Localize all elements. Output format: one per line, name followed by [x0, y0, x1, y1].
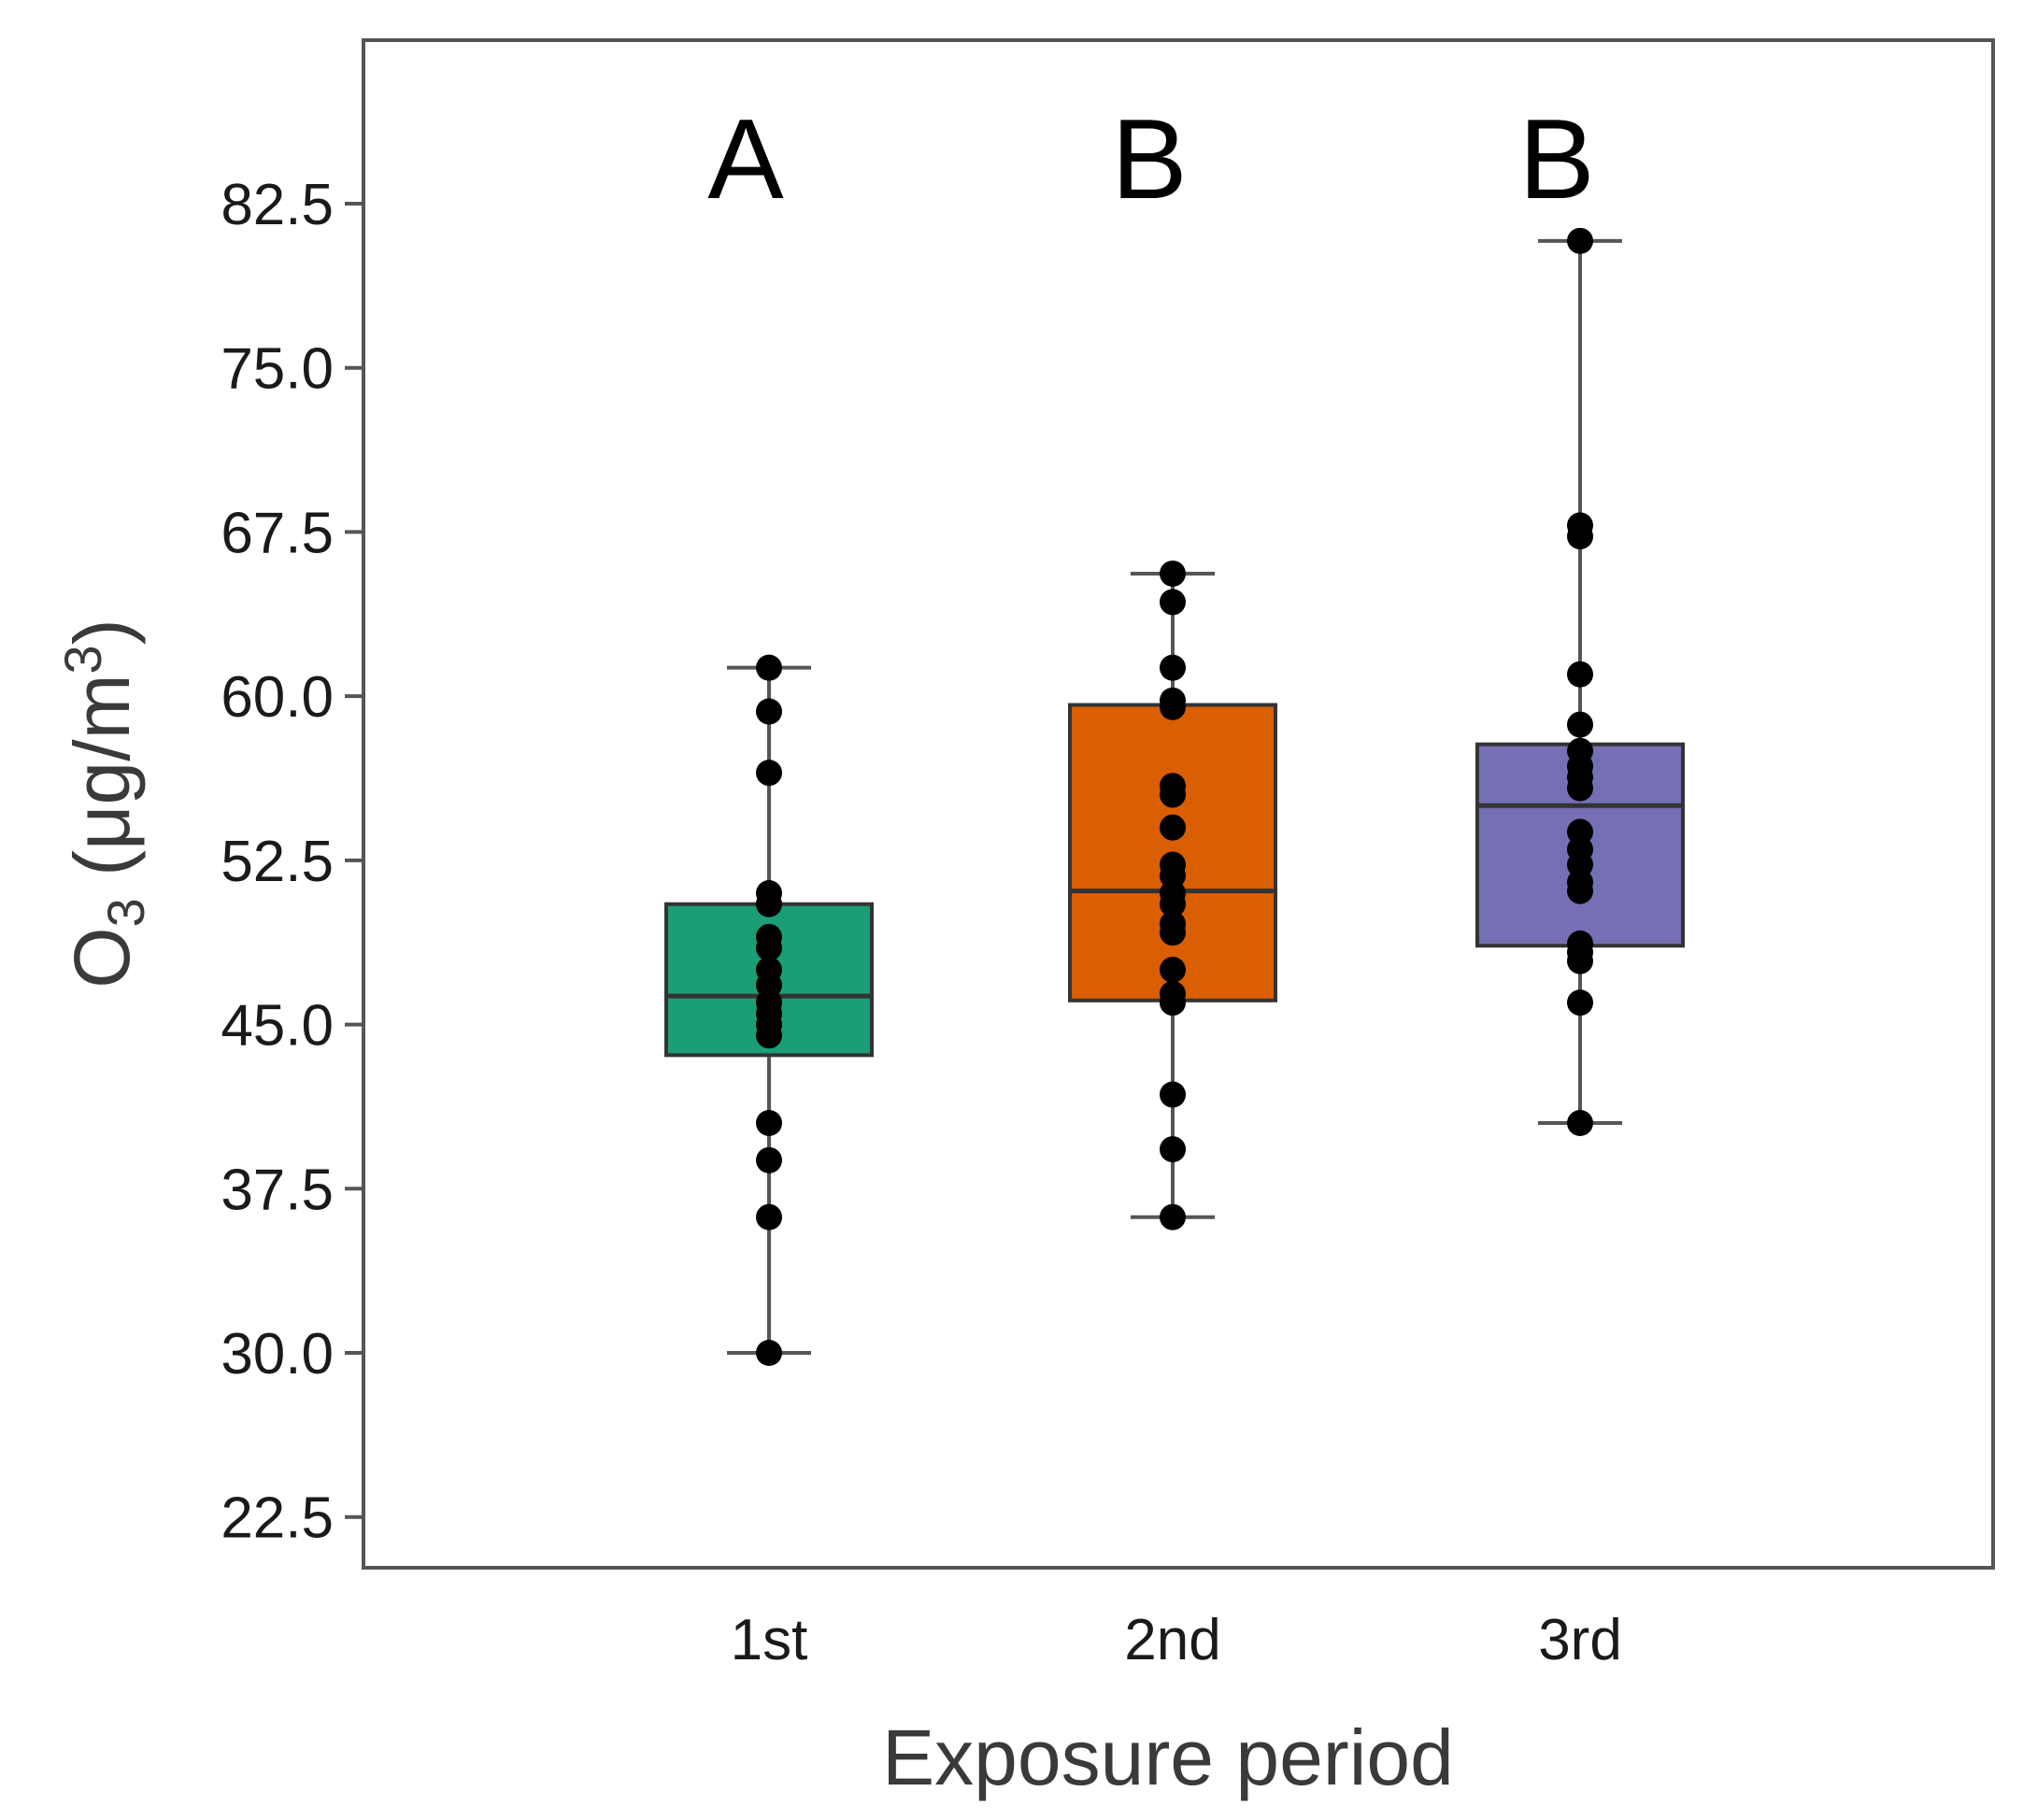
data-point	[1160, 560, 1186, 587]
significance-letter: B	[1111, 95, 1187, 222]
y-tick-label: 52.5	[221, 830, 334, 894]
y-tick-label: 37.5	[221, 1158, 334, 1222]
y-axis-title: O3 (μg/m3)	[53, 619, 155, 988]
data-point	[756, 1110, 782, 1136]
y-tick-label: 45.0	[221, 994, 334, 1059]
data-point	[756, 760, 782, 787]
x-tick-label: 2nd	[1124, 1608, 1220, 1672]
data-point	[1567, 711, 1593, 738]
data-point	[1567, 877, 1593, 904]
y-tick-label: 75.0	[221, 337, 334, 402]
data-point	[1160, 919, 1186, 946]
data-point	[756, 1340, 782, 1366]
data-point	[1160, 890, 1186, 917]
data-point	[1160, 1203, 1186, 1230]
data-point	[1160, 654, 1186, 681]
data-point	[1567, 1110, 1593, 1136]
y-tick-label: 60.0	[221, 665, 334, 730]
plot-frame	[362, 38, 1995, 1570]
data-point	[756, 654, 782, 681]
y-tick-label: 22.5	[221, 1486, 334, 1551]
box-group-3rd: B	[1475, 95, 1685, 1136]
data-point	[1160, 814, 1186, 841]
x-tick-label: 1st	[731, 1608, 808, 1672]
data-point	[1160, 989, 1186, 1017]
data-point	[756, 1203, 782, 1230]
data-point	[1567, 775, 1593, 802]
data-point	[1567, 227, 1593, 254]
data-point	[1160, 957, 1186, 983]
y-axis-title-superscript: 3	[53, 645, 112, 674]
y-tick-label: 82.5	[221, 173, 334, 237]
x-axis: 1st 2nd 3rd	[731, 1608, 1622, 1672]
y-axis-title-subscript: 3	[96, 898, 155, 927]
data-point	[1567, 947, 1593, 974]
data-point	[756, 1146, 782, 1173]
data-point	[1567, 989, 1593, 1017]
y-axis: 22.5 30.0 37.5 45.0 52.5 60.0 67.5 75.0 82.5	[221, 173, 363, 1551]
data-point	[1567, 661, 1593, 688]
data-point	[756, 698, 782, 725]
y-tick-label: 30.0	[221, 1322, 334, 1386]
y-axis-title-prefix: O	[58, 927, 146, 988]
data-point	[756, 890, 782, 917]
data-point	[1160, 781, 1186, 808]
x-axis-title: Exposure period	[882, 1713, 1454, 1801]
data-point	[756, 1022, 782, 1049]
data-point	[1160, 1136, 1186, 1163]
data-point	[756, 934, 782, 961]
box-group-2nd: B	[1068, 95, 1277, 1230]
y-tick-label: 67.5	[221, 501, 334, 565]
data-point	[1160, 693, 1186, 720]
y-axis-title-middle: (μg/m	[58, 674, 146, 898]
significance-letter: B	[1518, 95, 1594, 222]
y-axis-title-suffix: )	[58, 619, 146, 645]
data-point	[1567, 523, 1593, 550]
significance-letter: A	[707, 95, 784, 222]
data-point	[1160, 1081, 1186, 1108]
box-group-1st: A	[664, 95, 874, 1366]
data-point	[1160, 589, 1186, 616]
x-tick-label: 3rd	[1538, 1608, 1622, 1672]
